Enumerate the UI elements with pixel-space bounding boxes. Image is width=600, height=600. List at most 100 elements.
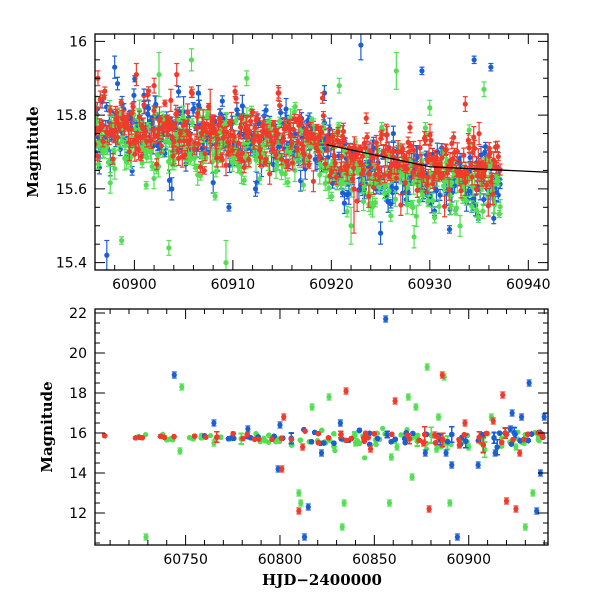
data-point-red-marker [176, 138, 183, 144]
data-point-red [224, 125, 230, 139]
data-point-green-marker [491, 196, 497, 202]
data-point-red-marker [235, 152, 241, 158]
data-point-red-marker [224, 129, 230, 135]
data-point-blue [129, 165, 135, 176]
data-point-red [99, 119, 105, 132]
data-point-blue-marker [219, 98, 225, 104]
data-point-red [136, 110, 143, 124]
data-point-red-marker [228, 118, 235, 124]
data-point-green-marker [107, 180, 113, 186]
data-point-red [229, 145, 235, 156]
data-point-blue-marker [298, 178, 304, 184]
data-point-blue [89, 113, 94, 127]
data-point-red [241, 161, 247, 174]
data-point-blue-marker [131, 92, 137, 98]
data-point-green [274, 160, 280, 171]
data-point-green-marker [448, 202, 454, 209]
data-point-blue-marker [263, 107, 269, 113]
data-point-red-marker [185, 109, 191, 115]
data-point-green [95, 158, 102, 170]
data-point-blue-outlier [488, 62, 494, 72]
data-point-green-marker [318, 162, 324, 168]
data-point-red-marker [229, 147, 235, 154]
data-point-red-marker [154, 161, 160, 167]
data-point-green-marker [381, 190, 388, 196]
data-point-green-marker [475, 214, 481, 220]
data-point-red-marker [157, 116, 163, 122]
data-point-green [189, 118, 195, 127]
data-point-green [404, 195, 410, 215]
data-point-red-marker [113, 116, 119, 123]
data-point-blue-outlier-marker [195, 90, 202, 96]
data-point-green [329, 191, 335, 202]
data-point-red [170, 146, 176, 166]
data-point-green-outlier [427, 99, 433, 116]
data-point-red [196, 136, 202, 153]
data-point-red [228, 111, 235, 131]
data-point-green-outlier-marker [393, 68, 399, 74]
data-point-green-outlier-marker [143, 182, 149, 188]
data-point-green [145, 122, 152, 131]
data-point-red-marker [110, 156, 116, 162]
data-point-green [408, 157, 414, 167]
data-point-red [95, 101, 99, 115]
data-point-red-marker [171, 139, 177, 145]
data-point-green [457, 214, 463, 237]
data-point-red-marker [137, 134, 143, 140]
data-point-green-outlier [411, 225, 417, 249]
data-point-blue-marker [346, 191, 352, 197]
data-point-green-marker [180, 114, 186, 120]
data-point-red [197, 161, 204, 174]
data-point-red-marker [182, 152, 188, 158]
data-point-red-marker [196, 141, 202, 147]
data-point-green-outlier [212, 191, 218, 201]
data-point-blue-marker [114, 80, 121, 87]
data-point-red-marker [202, 150, 208, 157]
data-point-red [232, 85, 238, 98]
data-point-red-marker [214, 155, 220, 161]
data-point-blue-outlier-marker [488, 64, 494, 70]
data-point-red-marker [129, 110, 135, 116]
data-point-red-marker [126, 148, 132, 155]
data-point-green-outlier [348, 206, 354, 245]
data-point-green [344, 205, 350, 218]
data-point-red [177, 128, 184, 138]
data-point-blue-outlier [104, 239, 110, 270]
data-point-blue-outlier-marker [446, 226, 453, 233]
data-point-green-marker [420, 192, 426, 198]
data-point-red [214, 148, 220, 168]
data-point-red-marker [237, 124, 244, 130]
data-point-red [112, 122, 118, 142]
data-point-green-outlier [188, 48, 195, 72]
data-point-green-marker [151, 175, 157, 182]
data-point-red [97, 90, 103, 109]
data-point-green [292, 101, 298, 112]
data-point-green-marker [238, 170, 245, 176]
data-point-green [430, 192, 436, 209]
data-point-green-marker [282, 171, 288, 177]
data-point-red-marker [187, 136, 194, 143]
data-point-blue [298, 169, 304, 192]
data-point-red [141, 95, 147, 114]
data-point-blue [114, 76, 121, 91]
data-point-red-marker [183, 120, 189, 127]
data-point-green-outlier-marker [118, 237, 125, 244]
data-point-red-marker [236, 140, 242, 147]
data-point-red-marker [95, 105, 99, 111]
data-point-red [95, 151, 101, 161]
data-point-red [233, 93, 239, 103]
data-point-green-outlier-marker [223, 260, 229, 266]
data-point-green-outlier [393, 51, 399, 90]
data-point-green [449, 177, 455, 188]
data-point-blue-marker [89, 118, 94, 123]
data-point-red-marker [210, 115, 216, 121]
data-point-red [137, 131, 143, 143]
data-point-green [112, 157, 118, 180]
data-point-red [145, 86, 152, 96]
data-point-blue [145, 100, 152, 117]
data-point-green-marker [431, 214, 438, 221]
data-point-blue-outlier [419, 66, 425, 76]
data-point-green-marker [112, 166, 118, 172]
data-point-blue-outlier [471, 55, 477, 65]
data-point-red [130, 102, 136, 112]
